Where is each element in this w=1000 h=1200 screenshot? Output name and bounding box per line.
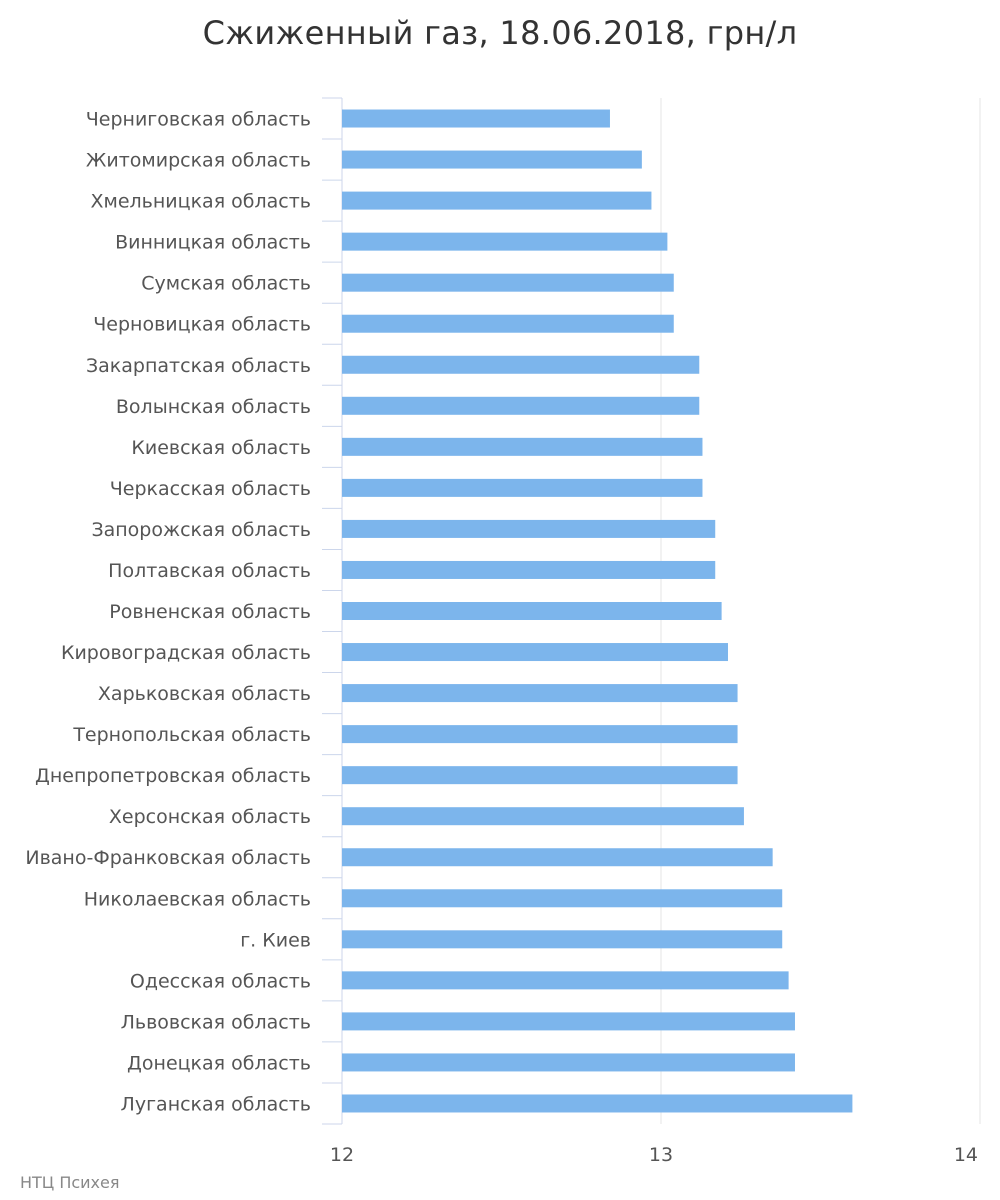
category-labels: Черниговская область Житомирская область Х…	[25, 109, 311, 1116]
bar	[342, 109, 610, 128]
bar	[342, 889, 783, 908]
bar	[342, 232, 668, 251]
bar	[342, 396, 700, 415]
category-label: Ивано-Франковская область	[25, 847, 311, 869]
category-label: Винницкая область	[115, 232, 311, 254]
x-tick-label: 14	[954, 1144, 978, 1166]
category-label: Харьковская область	[98, 683, 311, 705]
bar	[342, 725, 738, 744]
category-label: Днепропетровская область	[35, 765, 311, 787]
bar	[342, 560, 716, 579]
category-label: Сумская область	[141, 273, 311, 295]
bar	[342, 602, 722, 620]
category-label: Черновицкая область	[93, 314, 311, 336]
category-label: Львовская область	[121, 1011, 311, 1033]
bar	[342, 971, 789, 990]
category-label: Запорожская область	[91, 519, 311, 541]
category-label: Херсонская область	[109, 806, 311, 828]
bar	[342, 355, 700, 374]
bar	[342, 807, 744, 826]
category-label: Закарпатская область	[86, 355, 311, 377]
category-label: Донецкая область	[127, 1052, 311, 1074]
category-label: г. Киев	[240, 929, 311, 951]
category-label: Черкасская область	[110, 478, 311, 500]
bar	[342, 150, 642, 169]
bar	[342, 519, 716, 538]
category-label: Кировоградская область	[61, 642, 311, 664]
category-label: Николаевская область	[84, 888, 311, 910]
bar	[342, 1012, 795, 1031]
category-axis	[322, 97, 343, 1125]
bar	[342, 643, 728, 662]
category-label: Житомирская область	[86, 150, 311, 172]
bar	[342, 684, 738, 703]
bar	[342, 930, 783, 949]
category-label: Полтавская область	[108, 560, 311, 582]
category-label: Киевская область	[131, 437, 311, 459]
x-tick-label: 13	[649, 1144, 673, 1166]
category-label: Черниговская область	[86, 109, 311, 131]
bar	[342, 478, 703, 497]
category-label: Хмельницкая область	[90, 191, 311, 213]
bar	[342, 848, 773, 867]
category-label: Волынская область	[116, 396, 311, 418]
category-label: Ровненская область	[109, 601, 311, 623]
category-label: Луганская область	[121, 1093, 311, 1115]
bar	[342, 1053, 795, 1072]
value-axis-labels: 12 13 14	[330, 1144, 978, 1166]
bar	[342, 766, 738, 785]
bar	[342, 314, 674, 333]
category-label: Одесская область	[130, 970, 311, 992]
bar	[342, 273, 674, 292]
chart-title: Сжиженный газ, 18.06.2018, грн/л	[202, 14, 798, 52]
bars	[342, 109, 853, 1113]
bar	[342, 1094, 853, 1113]
category-label: Тернопольская область	[72, 724, 311, 746]
bar	[342, 437, 703, 456]
bar	[342, 191, 652, 210]
credit-text: НТЦ Психея	[20, 1173, 120, 1192]
x-tick-label: 12	[330, 1144, 354, 1166]
